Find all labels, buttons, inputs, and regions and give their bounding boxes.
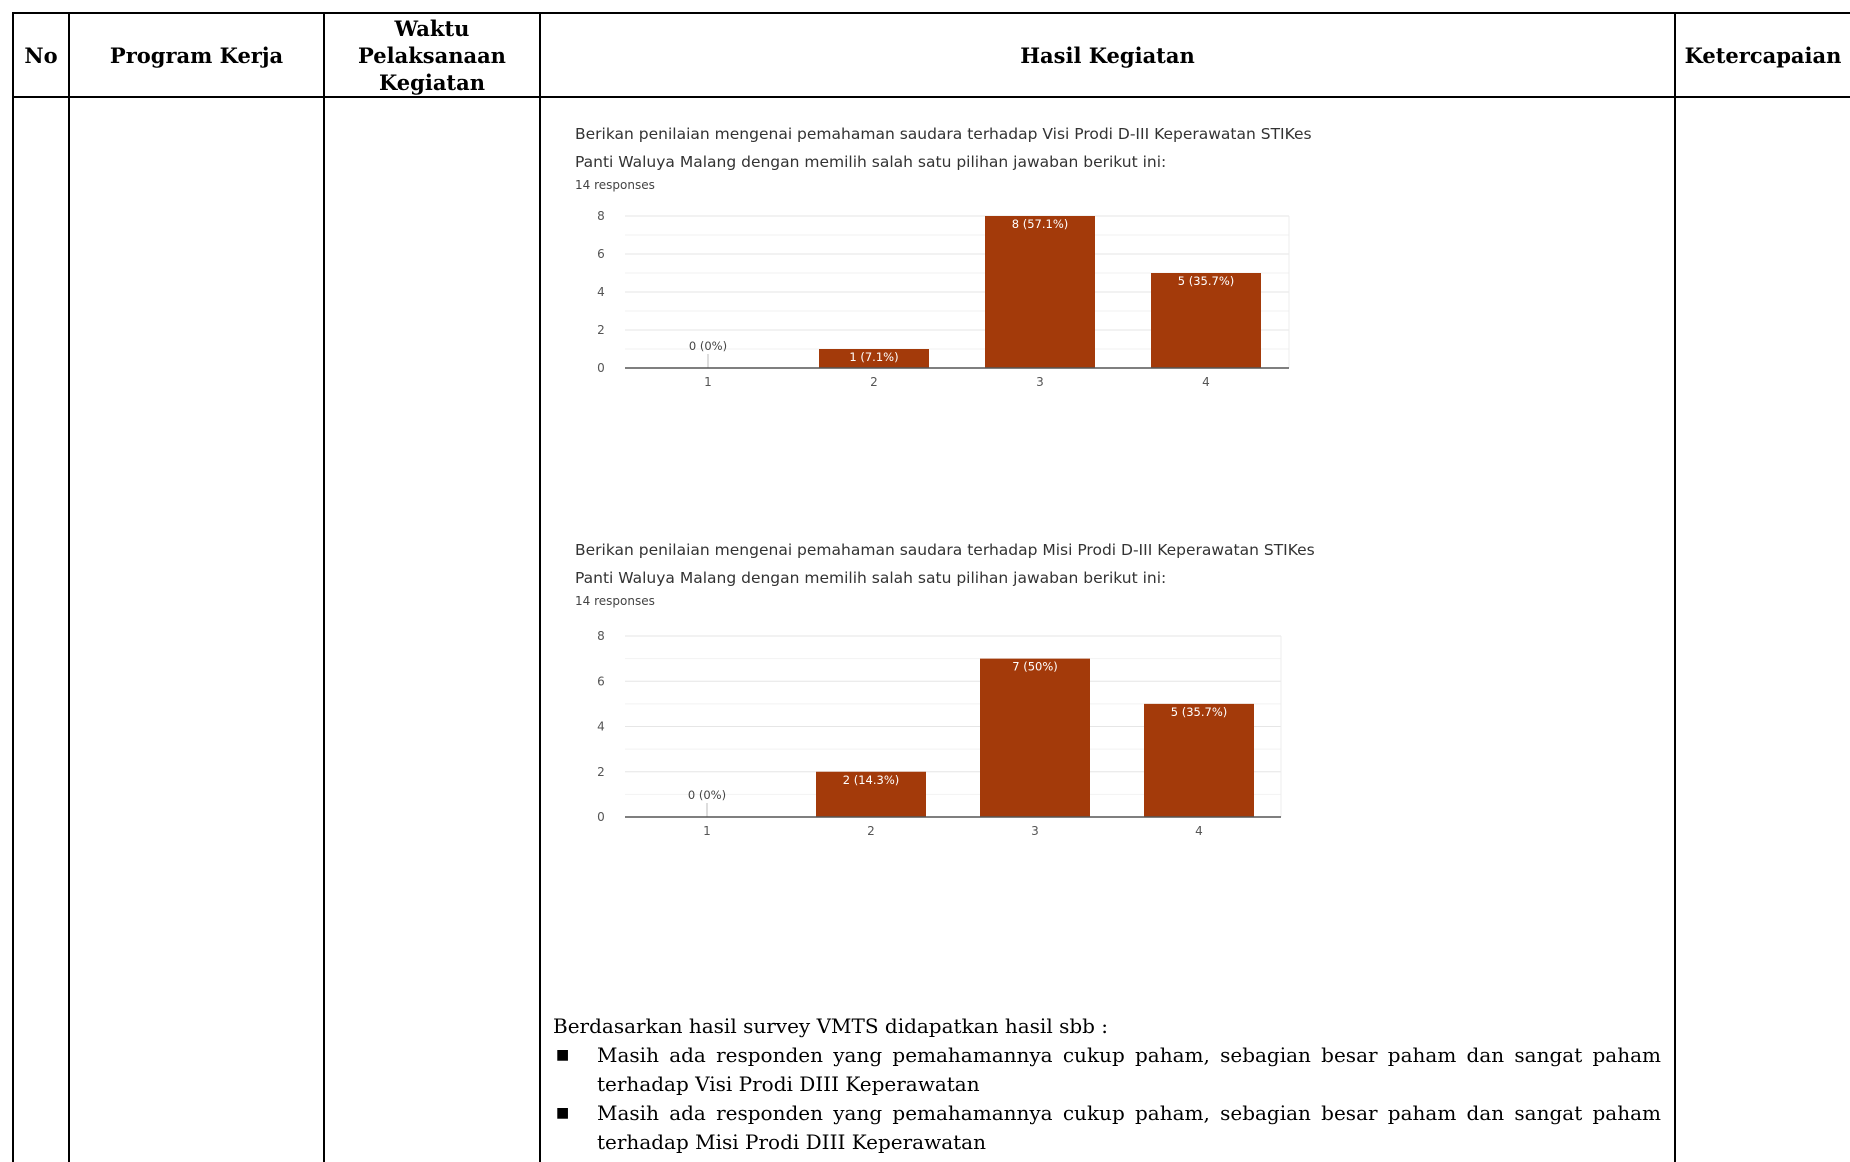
bar [980,658,1090,817]
chart-misi-question-line1: Berikan penilaian mengenai pemahaman sau… [575,541,1315,559]
y-tick-label: 0 [597,810,605,824]
bar [985,216,1095,368]
y-tick-label: 6 [597,247,605,261]
report-table: No Program Kerja Waktu Pelaksanaan Kegia… [12,12,1850,1162]
y-tick-label: 8 [597,210,605,223]
bar-data-label: 0 (0%) [689,339,727,353]
bar [816,771,926,817]
chart-misi-responses: 14 responses [575,594,655,608]
no-cell [12,96,70,1162]
summary-list: ■ Masih ada responden yang pemahamannya … [553,1041,1661,1157]
y-tick-label: 2 [597,765,605,779]
summary-item-text: Masih ada responden yang pemahamannya cu… [597,1043,1661,1096]
chart-visi-question-line2: Panti Waluya Malang dengan memilih salah… [575,153,1167,171]
bar [1144,703,1254,817]
header-row: No Program Kerja Waktu Pelaksanaan Kegia… [12,12,1850,98]
square-bullet-icon: ■ [556,1047,570,1063]
chart-misi-svg: 0 2 4 6 8 0 (0%) 1 2 (14.3%) 2 7 (50%) 3 5 (35.7%) 4 [597,629,1282,838]
content-row: Berikan penilaian mengenai pemahaman sau… [12,96,1850,1162]
y-tick-label: 2 [597,323,605,337]
summary-item: ■ Masih ada responden yang pemahamannya … [553,1099,1661,1157]
bar-data-label: 7 (50%) [1012,660,1058,674]
program-kerja-cell [68,96,325,1162]
x-tick-label: 4 [1195,824,1203,838]
bar [1151,273,1261,368]
chart-visi-responses: 14 responses [575,178,655,192]
y-tick-label: 6 [597,674,605,688]
header-program-kerja: Program Kerja [68,12,325,98]
x-tick-label: 3 [1031,824,1039,838]
header-waktu-pelaksanaan: Waktu Pelaksanaan Kegiatan [323,12,541,98]
bar [819,349,929,368]
square-bullet-icon: ■ [556,1105,570,1121]
header-hasil-kegiatan: Hasil Kegiatan [539,12,1676,98]
summary-item-text: Masih ada responden yang pemahamannya cu… [597,1101,1661,1154]
hasil-kegiatan-cell: Berikan penilaian mengenai pemahaman sau… [539,96,1676,1162]
chart-visi-svg: 0 2 4 6 8 0 (0%) 1 1 (7.1%) 2 8 (57.1%) 3 5 (35.7%)… [597,210,1290,389]
waktu-cell [323,96,541,1162]
y-tick-label: 8 [597,629,605,643]
chart-visi: Berikan penilaian mengenai pemahaman sau… [575,120,1365,450]
header-no: No [12,12,70,98]
x-tick-label: 2 [870,375,878,389]
x-tick-label: 3 [1036,375,1044,389]
bar-data-label: 1 (7.1%) [849,350,898,364]
chart-misi: Berikan penilaian mengenai pemahaman sau… [575,536,1365,866]
ketercapaian-cell [1674,96,1850,1162]
summary-intro: Berdasarkan hasil survey VMTS didapatkan… [553,1014,1109,1038]
chart-visi-question-line1: Berikan penilaian mengenai pemahaman sau… [575,125,1312,143]
y-tick-label: 0 [597,361,605,375]
header-ketercapaian: Ketercapaian [1674,12,1850,98]
x-tick-label: 1 [703,824,711,838]
summary-item: ■ Masih ada responden yang pemahamannya … [553,1041,1661,1099]
bar-data-label: 5 (35.7%) [1178,274,1234,288]
y-tick-label: 4 [597,285,605,299]
bar-data-label: 2 (14.3%) [843,773,899,787]
x-tick-label: 4 [1202,375,1210,389]
x-tick-label: 2 [867,824,875,838]
bar-data-label: 8 (57.1%) [1012,217,1068,231]
summary-block: Berdasarkan hasil survey VMTS didapatkan… [553,1012,1661,1157]
chart-misi-question-line2: Panti Waluya Malang dengan memilih salah… [575,569,1167,587]
bar-data-label: 0 (0%) [688,788,726,802]
y-tick-label: 4 [597,720,605,734]
bar-data-label: 5 (35.7%) [1171,705,1227,719]
x-tick-label: 1 [704,375,712,389]
